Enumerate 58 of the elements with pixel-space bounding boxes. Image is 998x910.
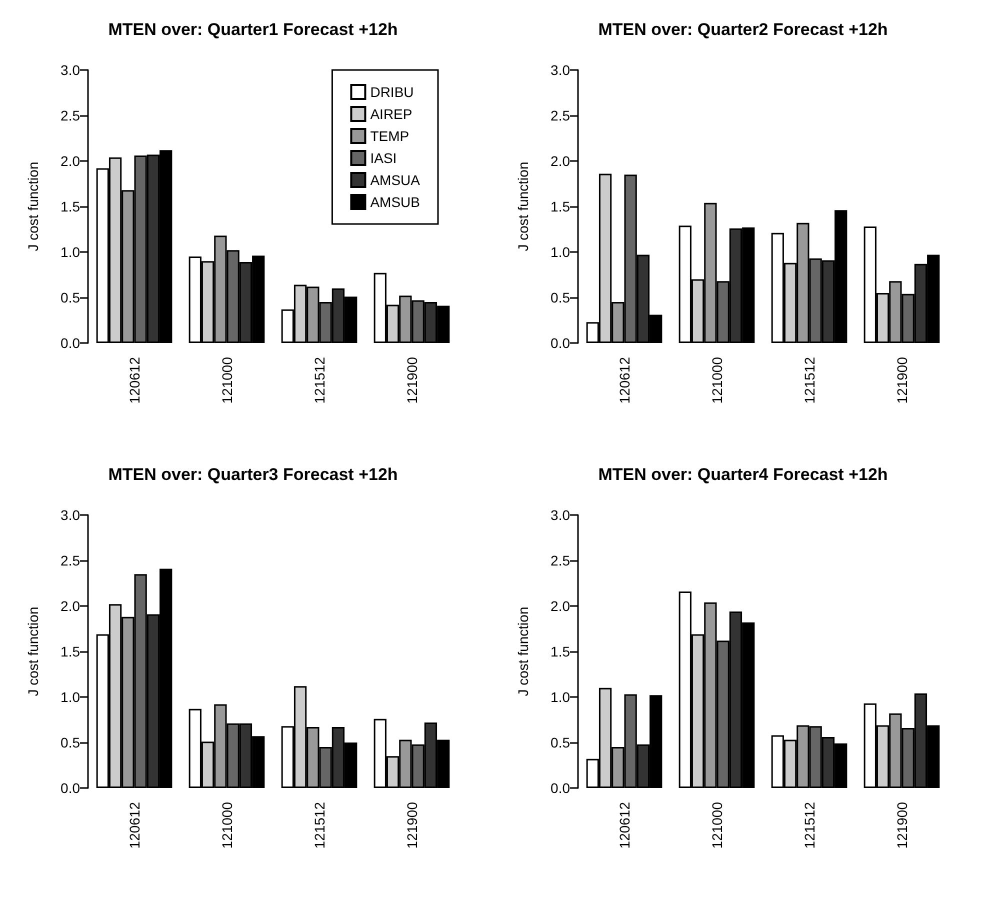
y-tick-label: 2.5: [60, 108, 80, 124]
y-tick-label: 3.0: [60, 62, 80, 78]
chart-title: MTEN over: Quarter1 Forecast +12h: [108, 20, 398, 39]
y-axis-title: J cost function: [515, 606, 531, 696]
legend-label: TEMP: [370, 128, 410, 144]
y-tick-label: 1.0: [60, 689, 80, 705]
x-tick-label: 121900: [894, 802, 910, 849]
y-tick-label: 1.5: [550, 644, 570, 660]
y-tick-label: 3.0: [550, 507, 570, 523]
y-tick-label: 2.0: [550, 153, 570, 169]
y-tick-label: 0.0: [550, 780, 570, 796]
y-tick-label: 1.0: [550, 689, 570, 705]
y-tick-label: 2.0: [60, 598, 80, 614]
y-tick-label: 1.0: [550, 244, 570, 260]
x-tick-label: 120612: [126, 356, 142, 404]
x-tick-label: 120612: [616, 356, 632, 404]
x-tick-label: 121512: [801, 802, 818, 849]
legend-label: AMSUA: [370, 172, 421, 188]
legend-label: DRIBU: [370, 84, 414, 100]
legend-label: AIREP: [370, 106, 412, 122]
chart-title: MTEN over: Quarter4 Forecast +12h: [598, 465, 888, 484]
y-tick-label: 0.0: [550, 335, 570, 351]
x-tick-label: 121900: [404, 356, 420, 404]
y-tick-label: 0.5: [550, 734, 570, 750]
x-tick-label: 121900: [894, 356, 910, 404]
x-tick-label: 121512: [311, 802, 328, 849]
y-axis-title: J cost function: [515, 162, 531, 252]
x-tick-label: 121512: [311, 356, 328, 404]
legend-label: AMSUB: [370, 194, 420, 210]
y-tick-label: 0.0: [60, 335, 80, 351]
x-tick-label: 121512: [801, 356, 818, 404]
y-tick-label: 1.5: [60, 644, 80, 660]
y-tick-label: 2.0: [60, 153, 80, 169]
y-tick-label: 0.5: [550, 290, 570, 306]
y-tick-label: 0.5: [60, 734, 80, 750]
x-tick-label: 121900: [404, 802, 420, 849]
chart-title: MTEN over: Quarter3 Forecast +12h: [108, 465, 398, 484]
x-tick-label: 120612: [616, 802, 632, 849]
x-tick-label: 121000: [218, 802, 235, 849]
y-tick-label: 2.5: [550, 108, 570, 124]
y-tick-label: 1.5: [550, 198, 570, 214]
x-tick-label: 120612: [126, 802, 142, 849]
chart-title: MTEN over: Quarter2 Forecast +12h: [598, 20, 888, 39]
y-tick-label: 0.5: [60, 290, 80, 306]
x-tick-label: 121000: [218, 356, 235, 404]
y-tick-label: 2.5: [60, 552, 80, 568]
y-tick-label: 3.0: [60, 507, 80, 523]
y-tick-label: 3.0: [550, 62, 570, 78]
y-tick-label: 0.0: [60, 780, 80, 796]
x-tick-label: 121000: [708, 356, 725, 404]
y-tick-label: 1.0: [60, 244, 80, 260]
y-tick-label: 2.5: [550, 552, 570, 568]
y-axis-title: J cost function: [25, 606, 41, 696]
y-tick-label: 1.5: [60, 198, 80, 214]
y-axis-title: J cost function: [25, 162, 41, 252]
y-tick-label: 2.0: [550, 598, 570, 614]
legend-label: IASI: [370, 150, 397, 166]
x-tick-label: 121000: [708, 802, 725, 849]
